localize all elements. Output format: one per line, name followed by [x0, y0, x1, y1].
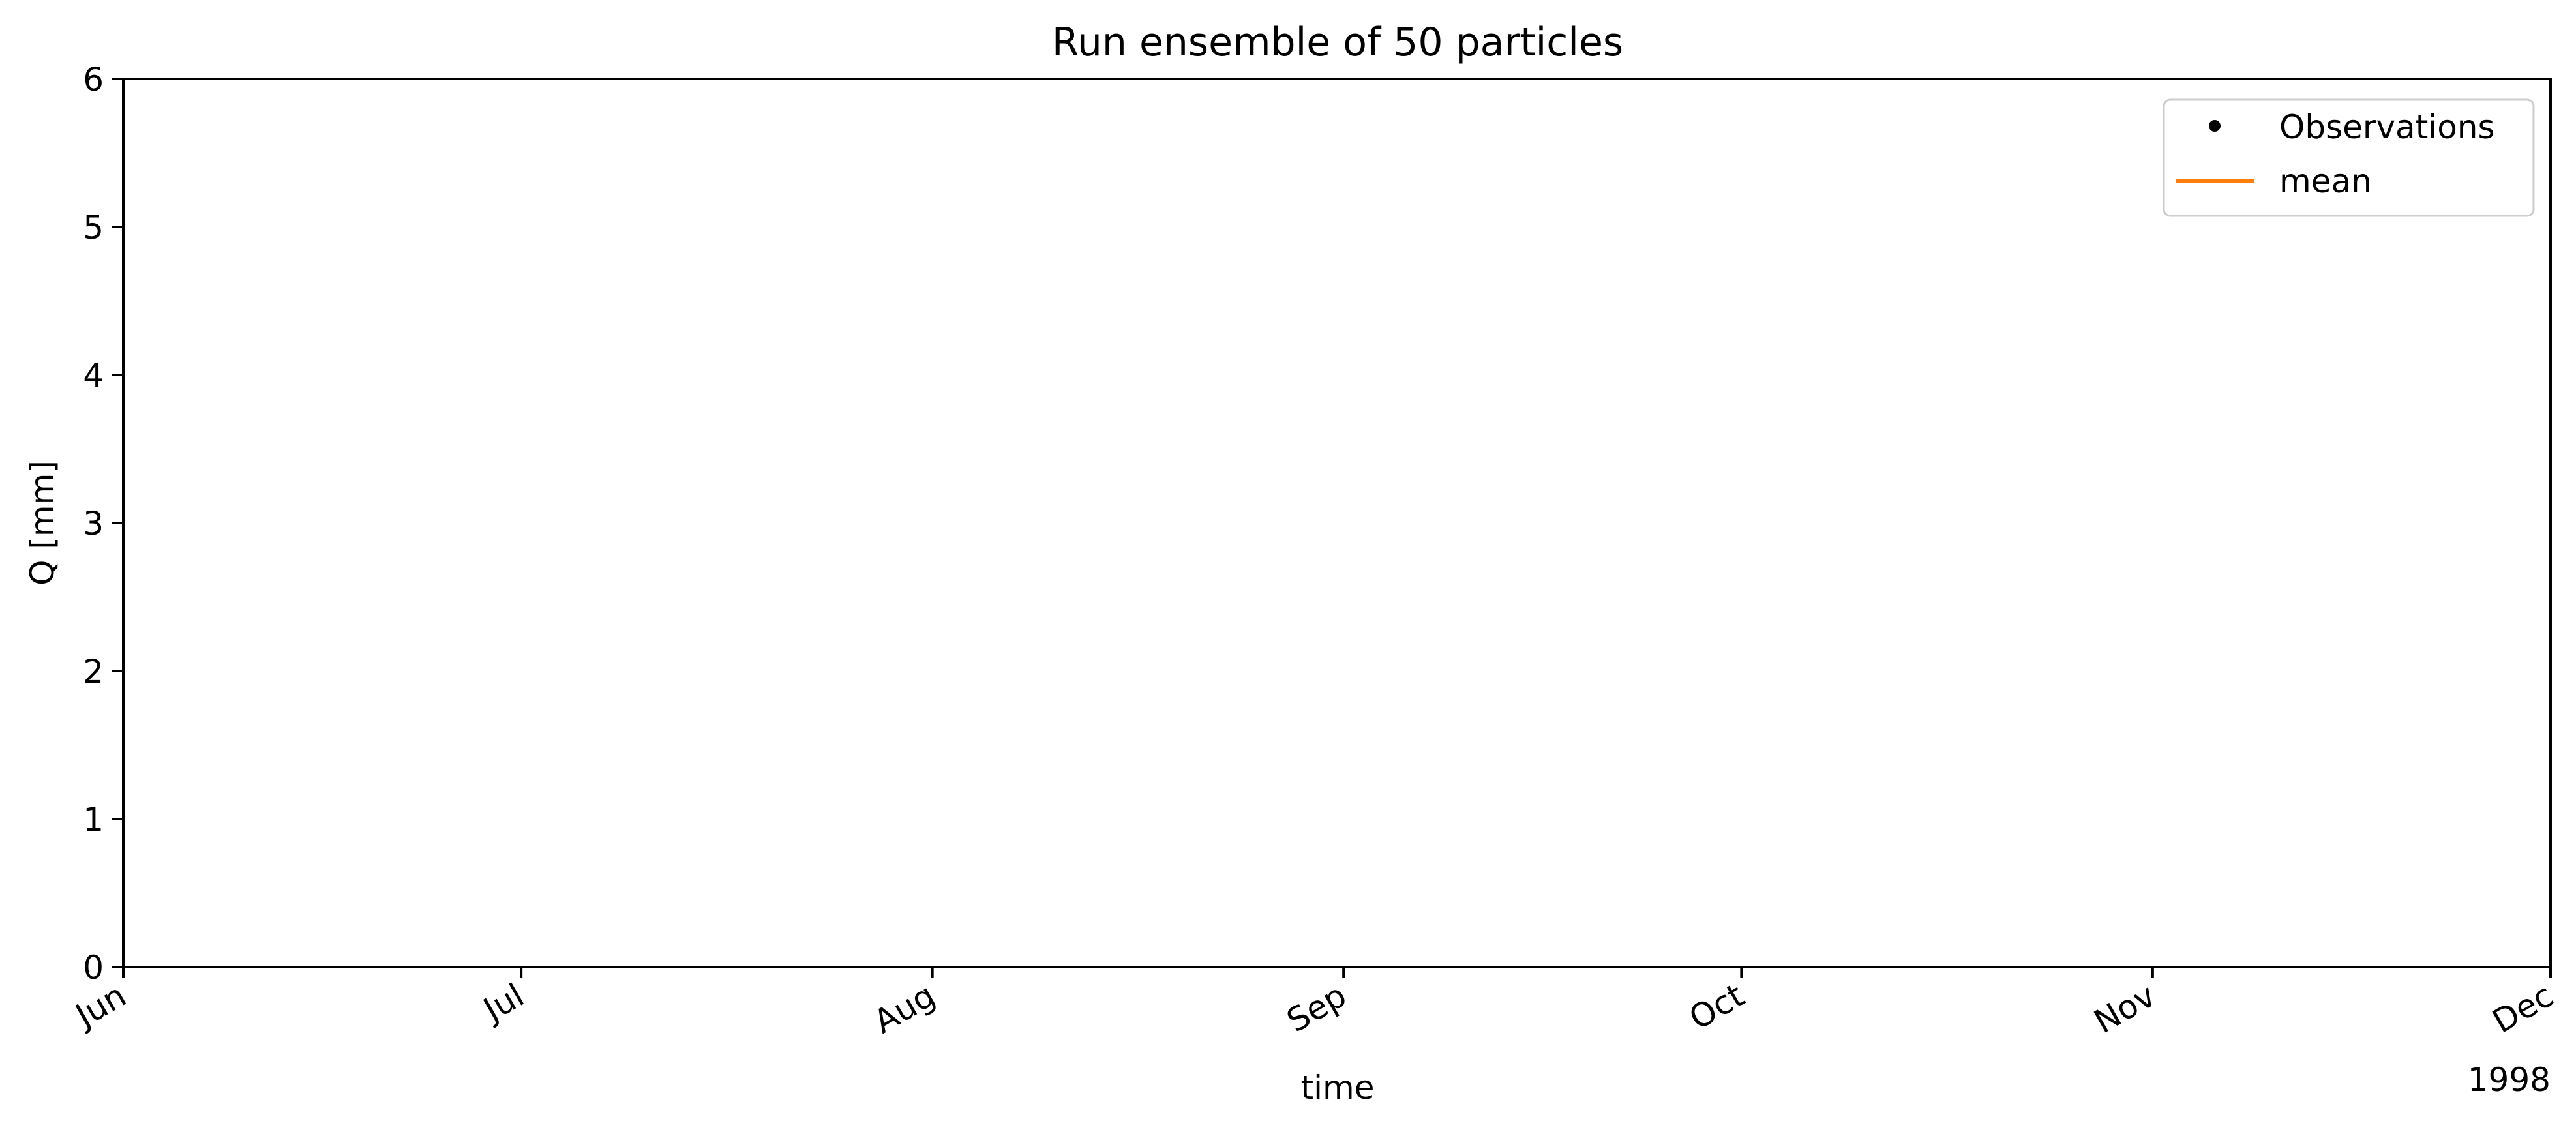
x-axis-label: time — [1301, 1069, 1375, 1107]
y-tick-label: 2 — [83, 653, 104, 691]
y-tick-label: 4 — [83, 357, 104, 395]
y-tick-label: 1 — [83, 801, 104, 839]
chart-title: Run ensemble of 50 particles — [1052, 20, 1623, 65]
y-axis: 0 1 2 3 4 5 6 — [83, 61, 123, 987]
y-tick-label: 6 — [83, 61, 104, 98]
legend-observations-label: Observations — [2279, 108, 2495, 146]
legend-mean-label: mean — [2279, 162, 2372, 200]
y-tick-label: 5 — [83, 209, 104, 246]
y-axis-label: Q [mm] — [23, 460, 61, 586]
legend-observations-marker — [2209, 120, 2221, 132]
y-tick-label: 3 — [83, 505, 104, 543]
y-tick-label: 0 — [83, 949, 104, 987]
legend: Observations mean — [2163, 98, 2535, 217]
legend-frame — [2163, 98, 2535, 217]
x-axis-offset-label: 1998 — [2468, 1061, 2551, 1099]
